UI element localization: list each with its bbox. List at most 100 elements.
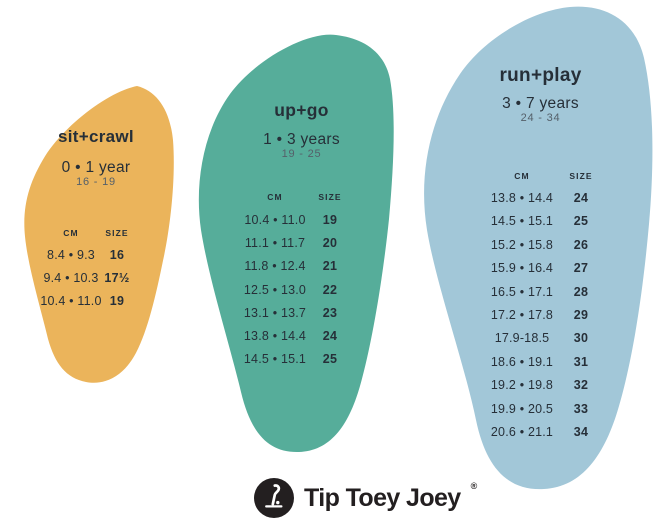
panel-content: sit+crawl 0 • 1 year 16 - 19 CM SIZE 8.4… — [17, 84, 175, 385]
panel-sit-crawl: sit+crawl 0 • 1 year 16 - 19 CM SIZE 8.4… — [17, 84, 175, 385]
size-range: 24 - 34 — [520, 112, 561, 124]
col-header-size: SIZE — [569, 171, 593, 181]
col-header-cm: CM — [267, 192, 283, 202]
brand-name: Tip Toey Joey — [304, 484, 461, 512]
col-header-cm: CM — [514, 171, 530, 181]
size-table: CM SIZE 8.4 • 9.3 16 9.4 • 10.3 17½ 10.4 •… — [39, 227, 131, 313]
cm-value: 10.4 • 11.0 — [244, 212, 306, 227]
footprint-path — [424, 6, 653, 490]
size-row: 20.6 • 21.1 34 — [487, 420, 595, 443]
cm-value: 17.9-18.5 — [494, 331, 550, 346]
size-value: 19 — [322, 212, 338, 227]
size-value: 22 — [322, 282, 338, 297]
cm-value: 8.4 • 9.3 — [47, 248, 95, 262]
size-row: 14.5 • 15.1 25 — [487, 210, 595, 233]
size-value: 30 — [573, 331, 589, 346]
panel-content: up+go 1 • 3 years 19 - 25 CM SIZE 10.4 •… — [196, 34, 395, 455]
size-value: 33 — [573, 401, 589, 416]
size-table: CM SIZE 10.4 • 11.0 19 11.1 • 11.7 20 11.8… — [240, 191, 344, 371]
size-row: 13.8 • 14.4 24 — [240, 324, 344, 347]
panel-title: up+go — [274, 100, 329, 120]
size-value: 19 — [109, 294, 125, 308]
cm-value: 14.5 • 15.1 — [490, 214, 554, 229]
size-row: 10.4 • 11.0 19 — [240, 208, 344, 231]
size-table: CM SIZE 13.8 • 14.4 24 14.5 • 15.1 25 15.2… — [487, 170, 595, 444]
cm-value: 19.2 • 19.8 — [490, 378, 554, 393]
size-value: 25 — [322, 352, 338, 367]
cm-value: 11.8 • 12.4 — [244, 259, 306, 274]
col-header-size: SIZE — [105, 228, 129, 238]
brand-logo: Tip Toey Joey ® — [253, 477, 477, 519]
cm-value: 16.5 • 17.1 — [490, 284, 554, 299]
size-row: 12.5 • 13.0 22 — [240, 278, 344, 301]
size-row: 18.6 • 19.1 31 — [487, 350, 595, 373]
table-header: CM SIZE — [240, 191, 344, 203]
size-value: 17½ — [104, 271, 130, 285]
age-range: 3 • 7 years — [502, 95, 579, 112]
cm-value: 19.9 • 20.5 — [490, 401, 554, 416]
size-value: 27 — [573, 261, 589, 276]
size-value: 16 — [109, 248, 125, 262]
size-range: 16 - 19 — [76, 176, 116, 188]
col-header-size: SIZE — [318, 192, 342, 202]
size-row: 17.9-18.5 30 — [487, 327, 595, 350]
size-value: 31 — [573, 354, 589, 369]
size-row: 15.2 • 15.8 26 — [487, 233, 595, 256]
cm-value: 18.6 • 19.1 — [490, 354, 554, 369]
size-row: 13.1 • 13.7 23 — [240, 301, 344, 324]
joey-on-tiptoe-logo-icon — [254, 478, 294, 518]
size-row: 14.5 • 15.1 25 — [240, 348, 344, 371]
size-row: 11.1 • 11.7 20 — [240, 232, 344, 255]
size-row: 17.2 • 17.8 29 — [487, 303, 595, 326]
panel-content: run+play 3 • 7 years 24 - 34 CM SIZE 13.… — [420, 6, 653, 492]
table-body: 13.8 • 14.4 24 14.5 • 15.1 25 15.2 • 15.8 2… — [487, 186, 595, 443]
size-value: 25 — [573, 214, 589, 229]
size-value: 26 — [573, 237, 589, 252]
size-value: 29 — [573, 307, 589, 322]
cm-value: 12.5 • 13.0 — [243, 282, 307, 297]
table-body: 10.4 • 11.0 19 11.1 • 11.7 20 11.8 • 12.4 2… — [240, 208, 344, 370]
size-value: 32 — [573, 378, 589, 393]
col-header-cm: CM — [63, 228, 79, 238]
size-row: 19.9 • 20.5 33 — [487, 397, 595, 420]
size-value: 23 — [322, 305, 338, 320]
size-row: 13.8 • 14.4 24 — [487, 186, 595, 209]
size-value: 28 — [573, 284, 589, 299]
size-value: 34 — [573, 424, 589, 439]
cm-value: 11.1 • 11.7 — [244, 236, 306, 251]
panel-run-play: run+play 3 • 7 years 24 - 34 CM SIZE 13.… — [420, 6, 653, 492]
age-range: 1 • 3 years — [263, 131, 340, 148]
table-body: 8.4 • 9.3 16 9.4 • 10.3 17½ 10.4 • 11.0 19 — [39, 244, 131, 313]
size-row: 15.9 • 16.4 27 — [487, 256, 595, 279]
cm-value: 17.2 • 17.8 — [490, 307, 554, 322]
footprint-path — [198, 34, 394, 453]
cm-value: 15.2 • 15.8 — [490, 237, 554, 252]
cm-value: 14.5 • 15.1 — [243, 352, 307, 367]
size-value: 24 — [573, 190, 589, 205]
cm-value: 13.8 • 14.4 — [490, 190, 554, 205]
size-value: 24 — [322, 328, 338, 343]
panel-up-go: up+go 1 • 3 years 19 - 25 CM SIZE 10.4 •… — [196, 34, 395, 455]
table-header: CM SIZE — [487, 170, 595, 182]
footprint-shape-run-play — [424, 6, 653, 490]
size-row: 19.2 • 19.8 32 — [487, 373, 595, 396]
cm-value: 10.4 • 11.0 — [40, 294, 102, 308]
size-value: 20 — [322, 236, 338, 251]
cm-value: 15.9 • 16.4 — [490, 261, 554, 276]
size-row: 10.4 • 11.0 19 — [39, 290, 131, 313]
size-row: 8.4 • 9.3 16 — [39, 244, 131, 267]
table-header: CM SIZE — [39, 227, 131, 239]
cm-value: 20.6 • 21.1 — [490, 424, 554, 439]
footprint-shape-up-go — [198, 34, 394, 453]
cm-value: 13.1 • 13.7 — [243, 305, 307, 320]
size-row: 11.8 • 12.4 21 — [240, 255, 344, 278]
cm-value: 9.4 • 10.3 — [43, 271, 99, 285]
cm-value: 13.8 • 14.4 — [243, 328, 307, 343]
size-range: 19 - 25 — [281, 148, 322, 160]
size-row: 16.5 • 17.1 28 — [487, 280, 595, 303]
footprint-shape-sit-crawl — [24, 86, 174, 383]
footprint-path — [24, 86, 174, 383]
panel-title: run+play — [499, 65, 582, 86]
size-row: 9.4 • 10.3 17½ — [39, 267, 131, 290]
